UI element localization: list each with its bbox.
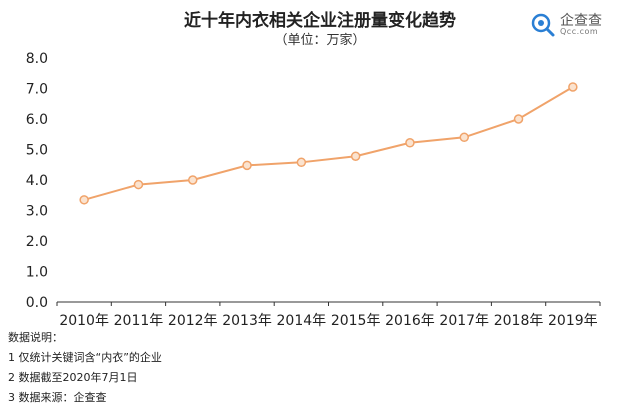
y-tick-label: 7.0 [26,82,48,98]
data-point [513,114,524,124]
data-point [133,179,144,190]
data-point [459,132,469,143]
brand-logo: 企查查 Qcc.com [530,10,630,40]
y-tick-label: 0.0 [26,295,48,311]
x-tick-label: 2011年 [114,313,164,329]
y-tick-label: 3.0 [26,204,48,220]
x-tick-label: 2013年 [222,313,272,329]
data-point [188,175,198,185]
y-tick-label: 8.0 [26,51,48,67]
x-tick-label: 2010年 [59,313,109,329]
data-point [405,138,415,148]
x-tick-label: 2014年 [277,313,327,329]
y-tick-label: 4.0 [26,173,48,189]
chart-title: 近十年内衣相关企业注册量变化趋势 [184,11,456,31]
y-tick-label: 2.0 [26,234,48,250]
y-tick-label: 5.0 [26,143,48,159]
x-tick-label: 2012年 [168,313,218,329]
note-line-3: 3 数据来源：企查查 [8,391,107,404]
x-tick-label: 2017年 [439,313,489,329]
y-tick-label: 6.0 [26,112,48,128]
y-tick-label: 1.0 [26,265,48,281]
data-point [242,160,252,171]
logo-name: 企查查 [560,13,602,29]
chart-subtitle: （单位：万家） [274,33,366,48]
magnifier-logo-icon [531,13,555,37]
data-point [568,82,578,92]
data-point [296,157,307,168]
data-notes: 数据说明： 1 仅统计关键词含“内衣”的企业 2 数据截至2020年7月1日 3… [8,328,162,408]
note-line-1: 1 仅统计关键词含“内衣”的企业 [8,351,162,364]
notes-heading: 数据说明： [8,331,63,344]
x-tick-label: 2016年 [385,313,435,329]
series-line [83,86,574,201]
data-point [350,151,361,161]
logo-subtext: Qcc.com [560,27,599,36]
x-tick-label: 2015年 [331,313,381,329]
data-point [79,195,89,205]
note-line-2: 2 数据截至2020年7月1日 [8,371,138,384]
x-tick-label: 2018年 [494,313,544,329]
x-tick-label: 2019年 [548,313,598,329]
